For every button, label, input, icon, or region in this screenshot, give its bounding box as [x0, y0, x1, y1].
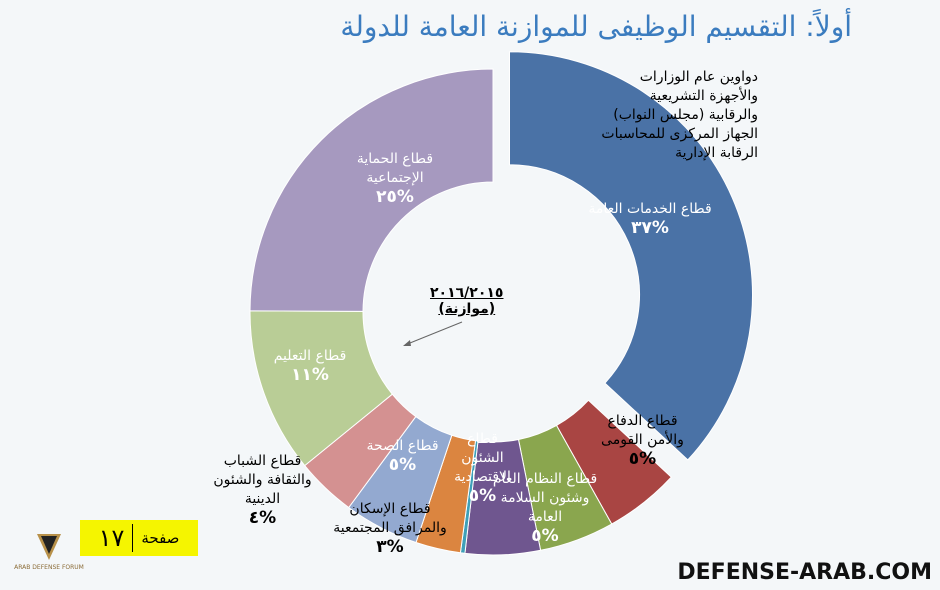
- page-label: صفحة: [141, 529, 180, 547]
- note-line: الجهاز المركزى للمحاسبات: [601, 126, 758, 142]
- arrow-head-icon: [403, 340, 411, 346]
- note-line: الرقابة الإدارية: [675, 145, 758, 161]
- slice-label-social: قطاع الحماية الإجتماعية %٢٥: [356, 151, 434, 207]
- budget-type: (موازنة): [438, 301, 496, 317]
- forum-logo: ARAB DEFENSE FORUM: [8, 532, 90, 571]
- slice-label-services: قطاع الخدمات العامة %٣٧: [588, 201, 712, 238]
- page-number: ١٧: [99, 524, 134, 552]
- note-line: دواوين عام الوزارات: [639, 69, 758, 85]
- slice-label-health: قطاع الصحة %٥: [366, 438, 439, 475]
- site-watermark: DEFENSE-ARAB.COM: [677, 560, 932, 585]
- slice-label-youth: قطاع الشباب والثقافة والشئون الدينية %٤: [213, 453, 312, 528]
- services-note: دواوين عام الوزارات والأجهزة التشريعية و…: [598, 68, 758, 163]
- logo-text: ARAB DEFENSE FORUM: [14, 564, 84, 571]
- slice-label-housing: قطاع الإسكان والمرافق المجتمعية %٣: [333, 501, 447, 557]
- page-number-badge: صفحة ١٧: [80, 520, 198, 556]
- slice-label-defense: قطاع الدفاع والأمن القومى %٥: [601, 413, 684, 469]
- center-label: ٢٠١٦/٢٠١٥ (موازنة): [430, 285, 503, 317]
- slice-label-education: قطاع التعليم %١١: [273, 348, 347, 385]
- slice-label-economic: قطاع الشئون الاقتصادية %٥: [454, 431, 511, 506]
- note-line: والأجهزة التشريعية والرقابية (مجلس النوا…: [613, 88, 758, 123]
- donut-slice: [509, 51, 753, 461]
- donut-slice: [249, 68, 494, 312]
- page-title: أولاً: التقسيم الوظيفى للموازنة العامة ل…: [340, 10, 852, 43]
- budget-year: ٢٠١٦/٢٠١٥: [430, 285, 504, 301]
- pointer-arrow: [404, 321, 463, 346]
- slice-label-public-order: قطاع النظام العام وشئون السلامة العامة %٥: [492, 471, 598, 546]
- shield-logo-icon: [37, 534, 61, 560]
